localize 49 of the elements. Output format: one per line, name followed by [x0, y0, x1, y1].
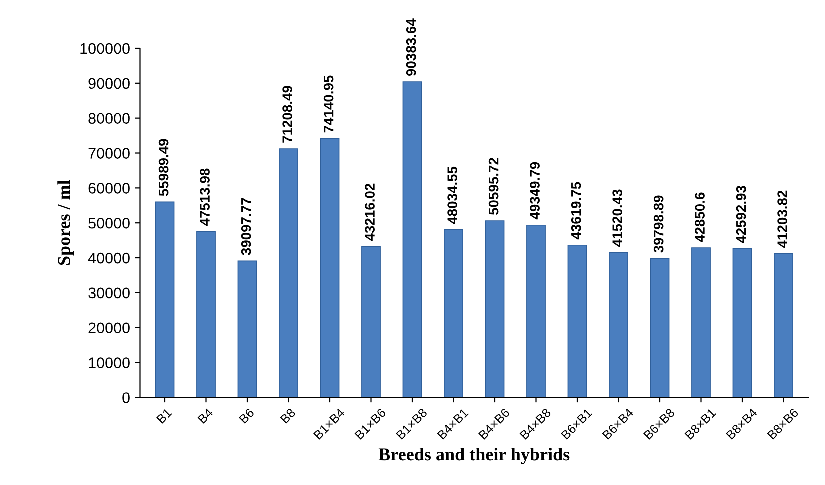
- data-label: 50595.72: [488, 158, 499, 216]
- data-label: 47513.98: [200, 168, 210, 226]
- y-tick-label: 100000: [80, 43, 130, 54]
- bar: [485, 220, 505, 398]
- y-tick-label: 60000: [88, 183, 130, 194]
- bar: [650, 258, 670, 398]
- y-tick-label: 50000: [88, 218, 130, 229]
- data-label: 49349.79: [530, 162, 540, 220]
- y-tick-label: 30000: [88, 288, 130, 299]
- data-label: 39798.89: [654, 196, 664, 253]
- data-label: 43216.02: [365, 184, 375, 242]
- data-label: 90383.64: [406, 18, 416, 76]
- bar: [196, 231, 216, 398]
- x-axis-title: Breeds and their hybrids: [378, 448, 570, 464]
- x-tick-label: B1: [156, 408, 172, 424]
- data-label: 41203.82: [778, 190, 788, 248]
- bar: [568, 244, 588, 398]
- bar: [155, 202, 175, 398]
- bar: [238, 260, 258, 398]
- bar: [774, 253, 794, 398]
- bar: [732, 248, 752, 398]
- bar: [362, 246, 381, 398]
- data-label: 39097.77: [241, 198, 252, 256]
- bar: [526, 224, 546, 398]
- data-label: 71208.49: [282, 86, 292, 143]
- y-tick-label: 0: [122, 392, 130, 404]
- y-tick-label: 80000: [88, 113, 130, 124]
- bar: [279, 148, 298, 398]
- bar: [609, 252, 628, 398]
- x-tick-label: B4: [198, 408, 214, 424]
- data-label: 48034.55: [448, 166, 458, 224]
- y-tick-label: 70000: [88, 148, 130, 159]
- data-label: 42850.6: [695, 192, 705, 242]
- y-tick-label: 10000: [89, 358, 130, 368]
- y-tick-label: 90000: [88, 78, 130, 90]
- bar: [402, 82, 422, 398]
- bar: [692, 248, 711, 398]
- data-label: 43619.75: [571, 182, 582, 240]
- data-label: 74140.95: [324, 76, 334, 133]
- y-axis-title: Spores / ml: [58, 180, 74, 266]
- data-label: 42592.93: [736, 186, 746, 244]
- y-tick-label: 40000: [88, 252, 130, 264]
- x-tick-label: B8: [280, 408, 296, 424]
- data-label: 41520.43: [612, 190, 622, 247]
- data-label: 55989.49: [158, 139, 169, 196]
- bar: [320, 138, 340, 398]
- bar: [444, 230, 464, 398]
- y-tick-label: 20000: [88, 322, 130, 334]
- x-tick-label: B6: [238, 408, 255, 424]
